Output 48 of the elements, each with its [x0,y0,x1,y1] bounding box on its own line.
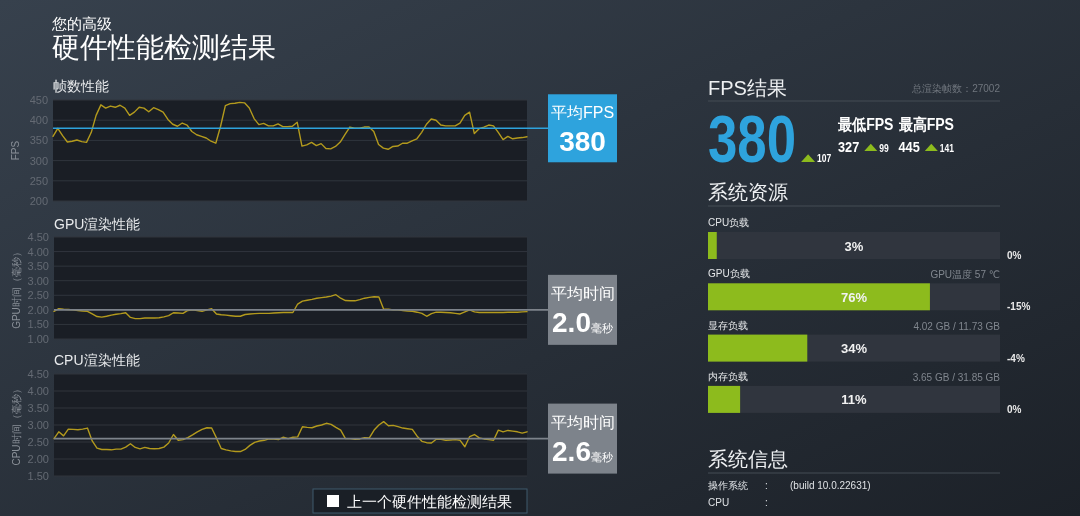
bar [708,232,717,259]
y-tick-label: 3.50 [27,402,49,414]
y2-tick-label: 0% [1007,403,1022,415]
text: FPS结果 [708,77,787,99]
ref-line-label: 平均时间 2.0毫秒 [550,284,615,338]
y2-tick-label: 0% [1007,250,1022,261]
ref-line-label: 平均时间 2.6毫秒 [550,413,615,467]
chart-title: 系统资源 [708,181,788,203]
y-tick-label: 3.00 [27,419,49,431]
data-label: 3% [844,238,864,254]
text: 445 [898,138,924,155]
text: 327 [838,138,864,155]
line-series [53,294,528,320]
data-label: 76% [840,289,868,305]
bar [708,385,741,413]
y-tick-label: 4.00 [27,385,49,397]
annotation: GPU温度 57 ℃ [930,269,1000,281]
chart-title: CPU渲染性能 [54,352,140,368]
y-tick-label: 显存负载 [708,319,748,331]
y-tick-label: 内存负载 [708,370,748,382]
y-axis-title: CPU时间（毫秒） [10,384,22,466]
annotation: 4.02 GB / 11.73 GB [913,320,1001,332]
y-axis-title: GPU时间（毫秒） [10,247,22,329]
data-label: 34% [840,341,868,357]
y2-tick-label: -4% [1007,352,1025,364]
text: 操作系统 [708,480,748,491]
chart-title: GPU渲染性能 [54,216,141,232]
annotation: 3.65 GB / 31.85 GB [912,371,1001,383]
text: CPU [708,497,730,508]
text: 上一个硬件性能检测结果 [347,493,512,510]
y-axis-title: FPS [9,140,21,161]
text: 您的高级 [51,15,112,32]
ref-line-label: 平均FPS 380 [550,104,615,158]
y-tick-label: CPU负载 [708,217,750,228]
y2-tick-label: -15% [1007,301,1031,313]
text: 99 [879,143,891,154]
line-series [53,420,528,453]
text: 系统信息 [708,448,788,470]
text: 107 [817,153,834,164]
text: (build 10.0.22631) [790,480,871,491]
text: 141 [939,143,957,154]
y-tick-label: GPU负载 [708,268,750,280]
text: : [765,497,768,508]
text: 硬件性能检测结果 [52,32,276,63]
chart-title: 帧数性能 [53,78,109,94]
data-label: 11% [841,392,868,408]
text: : [765,480,768,491]
line-series [52,101,528,150]
